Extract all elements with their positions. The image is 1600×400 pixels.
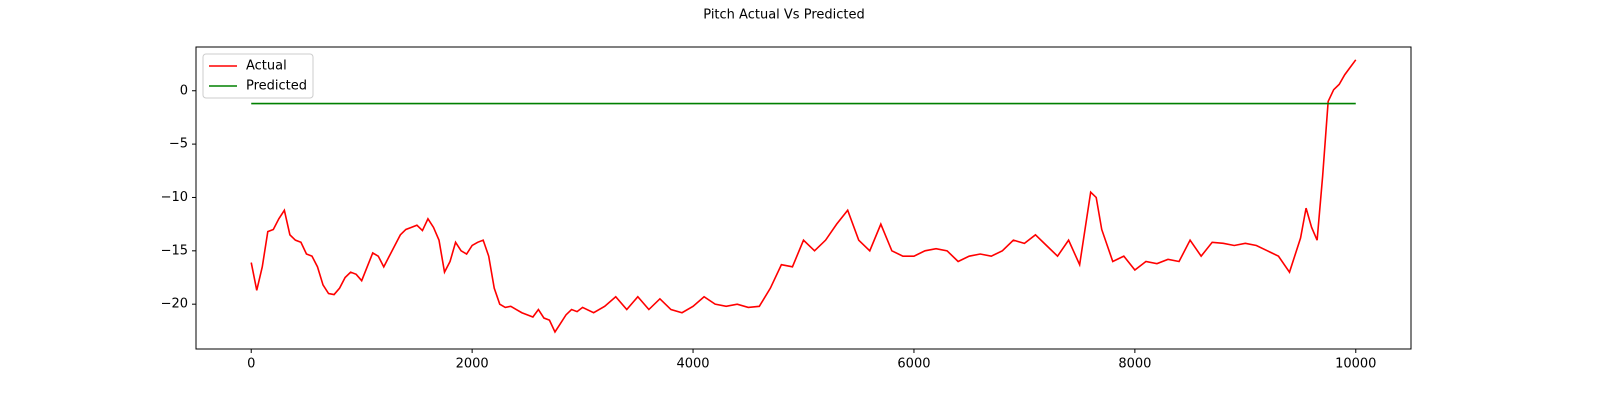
y-tick-label: 0 [180, 83, 188, 98]
x-tick-label: 10000 [1335, 357, 1376, 372]
plot-frame [195, 46, 1412, 350]
series-line [250, 59, 1357, 334]
y-tick-label: −15 [161, 243, 188, 258]
legend-box [202, 53, 314, 99]
x-tick-label: 8000 [1118, 357, 1151, 372]
x-tick-label: 2000 [456, 357, 489, 372]
x-tick-label: 6000 [897, 357, 930, 372]
y-tick-label: −10 [161, 190, 188, 205]
legend-label: Predicted [246, 79, 307, 94]
y-tick-label: −20 [161, 297, 188, 312]
legend-label: Actual [246, 59, 287, 74]
chart-title: Pitch Actual Vs Predicted [703, 8, 864, 23]
y-tick-label: −5 [169, 137, 188, 152]
x-tick-label: 4000 [676, 357, 709, 372]
x-tick-label: 0 [247, 357, 255, 372]
